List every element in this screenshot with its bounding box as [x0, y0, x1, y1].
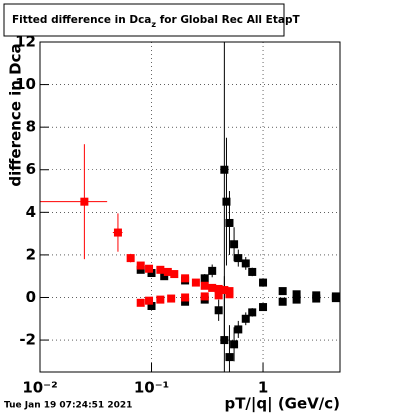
point	[136, 265, 145, 274]
point	[163, 267, 172, 276]
x-tick-label: 10⁻¹	[134, 379, 169, 397]
point	[208, 283, 217, 292]
point	[126, 254, 135, 263]
point	[160, 272, 169, 281]
point	[113, 228, 122, 237]
y-tick-label: 4	[26, 203, 36, 221]
point	[200, 292, 209, 301]
point	[145, 264, 154, 273]
point	[241, 314, 250, 323]
point	[292, 290, 301, 299]
point	[230, 340, 239, 349]
point	[214, 284, 223, 293]
point	[234, 254, 243, 263]
x-axis-label: pT/|q| (GeV/c)	[224, 395, 340, 414]
x-tick-label: 10⁻²	[22, 379, 57, 397]
point	[145, 296, 154, 305]
point	[220, 286, 229, 295]
point	[181, 293, 190, 302]
point	[181, 274, 190, 283]
point	[220, 165, 229, 174]
point	[225, 353, 234, 362]
plot-frame	[39, 41, 341, 373]
y-tick-label: 12	[15, 33, 36, 51]
point	[222, 197, 231, 206]
point	[234, 325, 243, 334]
point	[136, 298, 145, 307]
point	[181, 297, 190, 306]
point	[156, 295, 165, 304]
point	[225, 290, 234, 299]
y-tick-label: 10	[15, 75, 36, 93]
point	[220, 336, 229, 345]
point	[312, 294, 321, 303]
point	[200, 281, 209, 290]
chart-title: Fitted difference in Dcaz for Global Rec…	[12, 14, 300, 29]
point	[292, 295, 301, 304]
point	[248, 267, 257, 276]
y-tick-label: 0	[26, 288, 36, 306]
point	[214, 291, 223, 300]
point	[259, 303, 268, 312]
point	[259, 278, 268, 287]
point	[214, 306, 223, 315]
point	[170, 270, 179, 279]
point	[278, 287, 287, 296]
y-tick-label: 8	[26, 118, 36, 136]
point	[200, 274, 209, 283]
point	[331, 294, 340, 303]
y-tick-label: -2	[19, 331, 36, 349]
y-tick-label: 2	[26, 245, 36, 263]
point	[136, 261, 145, 270]
point	[156, 265, 165, 274]
point	[208, 266, 217, 275]
point	[147, 269, 156, 277]
point	[80, 197, 89, 206]
point	[191, 278, 200, 287]
point	[167, 294, 176, 303]
y-tick-label: 6	[26, 160, 36, 178]
point	[230, 240, 239, 249]
footer-date: Tue Jan 19 07:24:51 2021	[4, 401, 132, 411]
point	[278, 297, 287, 306]
title-box	[3, 3, 285, 37]
point	[248, 308, 257, 317]
point	[241, 259, 250, 268]
x-tick-label: 1	[258, 379, 268, 397]
point	[147, 302, 156, 310]
y-axis-label: difference in Dca	[7, 43, 25, 186]
point	[225, 218, 234, 227]
